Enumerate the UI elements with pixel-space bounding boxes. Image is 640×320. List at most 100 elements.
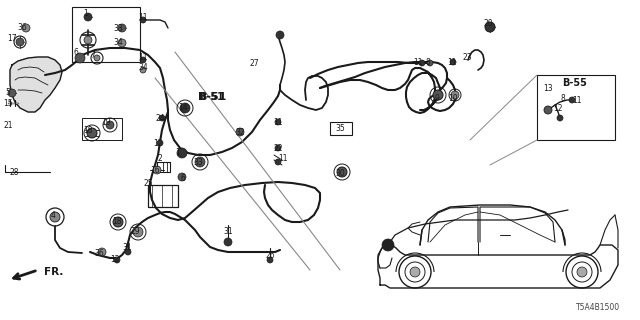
- Circle shape: [224, 238, 232, 246]
- Text: 8: 8: [426, 58, 430, 67]
- Circle shape: [50, 212, 60, 222]
- Text: 29: 29: [130, 228, 140, 236]
- Text: 23: 23: [462, 52, 472, 61]
- Text: 11: 11: [138, 12, 148, 21]
- Circle shape: [177, 148, 187, 158]
- Text: 5: 5: [6, 87, 10, 97]
- Text: 27: 27: [249, 59, 259, 68]
- Text: 1: 1: [175, 148, 180, 156]
- Circle shape: [84, 36, 92, 44]
- Text: 12: 12: [153, 139, 163, 148]
- Circle shape: [236, 128, 244, 136]
- Circle shape: [140, 57, 146, 63]
- Circle shape: [276, 31, 284, 39]
- Text: 13: 13: [543, 84, 553, 92]
- Circle shape: [140, 67, 146, 73]
- Text: 11: 11: [447, 58, 457, 67]
- Circle shape: [450, 59, 456, 65]
- Circle shape: [118, 24, 126, 32]
- Circle shape: [8, 89, 16, 97]
- Text: 11: 11: [138, 52, 148, 61]
- Text: 18: 18: [112, 218, 122, 227]
- Text: 12: 12: [110, 255, 120, 265]
- Circle shape: [140, 17, 146, 23]
- Circle shape: [267, 257, 273, 263]
- Circle shape: [275, 119, 281, 125]
- Circle shape: [275, 159, 281, 165]
- Text: 34: 34: [113, 37, 123, 46]
- Text: FR.: FR.: [44, 267, 63, 277]
- Circle shape: [125, 249, 131, 255]
- Text: 14: 14: [178, 102, 188, 111]
- Circle shape: [159, 115, 165, 121]
- Text: 6: 6: [74, 47, 79, 57]
- Text: 25: 25: [143, 179, 153, 188]
- Circle shape: [382, 239, 394, 251]
- Circle shape: [133, 227, 143, 237]
- Circle shape: [180, 103, 190, 113]
- Circle shape: [157, 140, 163, 146]
- Text: 11: 11: [278, 154, 288, 163]
- Text: 17: 17: [7, 34, 17, 43]
- Text: 1: 1: [84, 9, 88, 18]
- Circle shape: [451, 91, 459, 99]
- Bar: [72, 7, 140, 62]
- Polygon shape: [378, 245, 618, 288]
- Text: 24: 24: [155, 114, 165, 123]
- Circle shape: [22, 24, 30, 32]
- Circle shape: [427, 60, 433, 66]
- Text: 36: 36: [17, 22, 27, 31]
- Text: T5A4B1500: T5A4B1500: [576, 303, 620, 312]
- Circle shape: [195, 157, 205, 167]
- Circle shape: [106, 121, 114, 129]
- Text: 31: 31: [223, 228, 233, 236]
- Text: 21: 21: [3, 121, 13, 130]
- Text: 34: 34: [138, 62, 148, 71]
- Circle shape: [433, 90, 443, 100]
- Circle shape: [98, 248, 106, 256]
- Text: 20: 20: [483, 19, 493, 28]
- Text: 11: 11: [413, 58, 423, 67]
- Text: B-51: B-51: [198, 92, 226, 102]
- Text: 11: 11: [572, 95, 582, 105]
- Text: 18: 18: [83, 125, 93, 134]
- Circle shape: [485, 22, 495, 32]
- Circle shape: [87, 128, 97, 138]
- Circle shape: [94, 55, 100, 61]
- Circle shape: [275, 145, 281, 151]
- Circle shape: [419, 60, 425, 66]
- Bar: [330, 122, 352, 135]
- Bar: [537, 75, 615, 140]
- Circle shape: [153, 166, 161, 174]
- Text: 19: 19: [101, 117, 111, 126]
- Text: 10: 10: [448, 93, 458, 102]
- Text: 9: 9: [435, 93, 440, 102]
- Text: 6: 6: [180, 173, 186, 182]
- Circle shape: [118, 39, 126, 47]
- Text: 2: 2: [157, 154, 163, 163]
- Circle shape: [114, 257, 120, 263]
- Polygon shape: [10, 57, 62, 112]
- Circle shape: [577, 267, 587, 277]
- Text: 28: 28: [9, 167, 19, 177]
- Circle shape: [16, 38, 24, 46]
- Text: 33: 33: [113, 23, 123, 33]
- Text: B-51: B-51: [200, 92, 225, 102]
- Circle shape: [569, 97, 575, 103]
- Circle shape: [178, 173, 186, 181]
- Text: 35: 35: [335, 124, 345, 132]
- Text: 4: 4: [51, 211, 56, 220]
- Circle shape: [337, 167, 347, 177]
- Circle shape: [544, 106, 552, 114]
- Text: 7: 7: [91, 51, 95, 60]
- Text: 11: 11: [273, 117, 283, 126]
- Circle shape: [557, 115, 563, 121]
- Circle shape: [410, 267, 420, 277]
- Circle shape: [113, 217, 123, 227]
- Text: 33: 33: [193, 157, 203, 166]
- Circle shape: [84, 13, 92, 21]
- Text: 31: 31: [122, 243, 132, 252]
- Text: 32: 32: [235, 127, 245, 137]
- Text: 22: 22: [273, 143, 283, 153]
- Text: 8: 8: [561, 93, 565, 102]
